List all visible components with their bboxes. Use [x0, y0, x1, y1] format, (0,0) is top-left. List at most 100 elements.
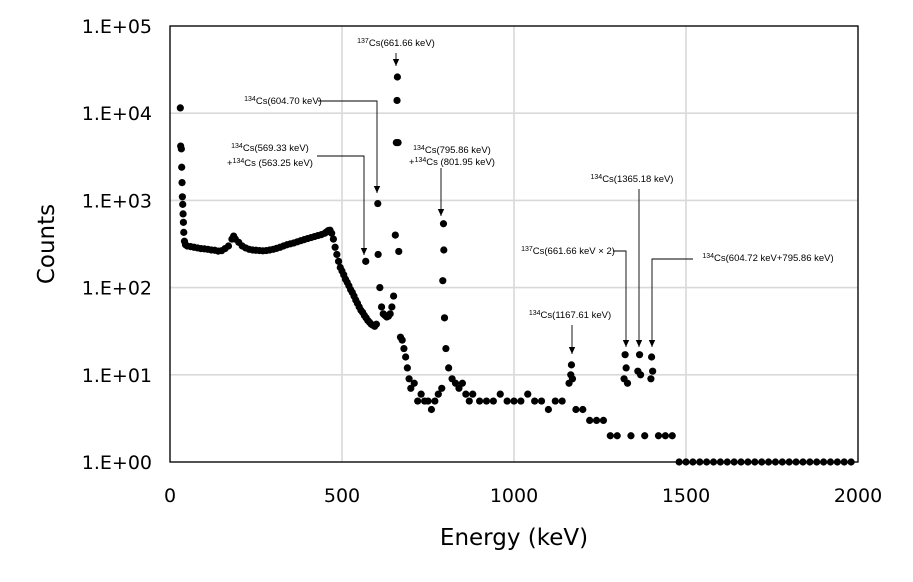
data-point: [178, 193, 186, 201]
data-point: [703, 458, 711, 466]
data-point: [648, 353, 656, 361]
data-point: [398, 336, 406, 344]
data-point: [434, 390, 442, 398]
data-point: [606, 432, 614, 440]
data-point: [730, 458, 738, 466]
data-point: [647, 375, 655, 383]
data-point: [510, 397, 518, 405]
annotation-label: +134Cs (801.95 keV): [409, 157, 495, 169]
data-point: [180, 228, 188, 236]
data-point: [393, 96, 401, 105]
annotation-label: 137Cs(661.66 keV): [357, 38, 435, 50]
data-point: [328, 229, 336, 237]
annotation-arrowhead: [622, 340, 630, 347]
data-point: [833, 458, 841, 466]
y-tick-label: 1.E+04: [82, 103, 152, 125]
y-axis-title: Counts: [34, 204, 60, 284]
y-tick-label: 1.E+00: [82, 452, 152, 474]
data-point: [455, 384, 463, 392]
data-point: [400, 344, 408, 353]
data-point: [334, 257, 343, 265]
data-point: [395, 247, 403, 256]
data-point: [386, 310, 394, 318]
data-point: [482, 397, 491, 405]
annotation-label: 134Cs(604.70 keV): [244, 96, 322, 108]
data-point: [431, 397, 439, 405]
x-tick-label: 500: [324, 485, 360, 507]
data-point: [537, 397, 546, 405]
y-tick-label: 1.E+01: [82, 365, 152, 387]
data-point: [627, 432, 635, 440]
x-tick-label: 1500: [662, 485, 710, 507]
data-point: [709, 458, 718, 466]
plot-frame: [169, 25, 859, 463]
data-point: [465, 397, 473, 405]
data-point: [394, 139, 402, 147]
data-point: [376, 284, 384, 292]
data-point: [586, 416, 594, 424]
data-point: [476, 397, 484, 405]
data-point: [592, 416, 601, 424]
data-point: [567, 361, 576, 369]
data-point: [469, 390, 477, 398]
data-point: [622, 364, 630, 372]
data-point: [613, 432, 621, 440]
annotation-arrowhead: [360, 248, 368, 255]
annotation-label: +134Cs (563.25 keV): [227, 158, 313, 170]
data-point: [439, 220, 448, 228]
data-point: [496, 390, 504, 398]
data-point: [621, 351, 629, 359]
data-point: [414, 397, 422, 405]
data-point: [723, 458, 731, 466]
data-point: [224, 242, 233, 250]
data-point: [668, 432, 676, 440]
annotation-arrowhead: [373, 186, 381, 193]
data-point: [758, 458, 766, 466]
data-point: [682, 458, 690, 466]
annotation-label: 134Cs(604.72 keV+795.86 keV): [702, 253, 833, 265]
x-tick-labels: 0 500 1000 1500 2000: [164, 485, 882, 507]
data-point: [417, 390, 425, 398]
annotation-leader: [651, 258, 693, 347]
data-point: [372, 320, 380, 328]
data-point: [407, 384, 415, 392]
data-point: [442, 344, 450, 353]
data-point: [696, 458, 704, 466]
data-point: [333, 250, 341, 259]
data-point: [751, 458, 759, 466]
data-point: [329, 235, 337, 243]
annotation-arrowhead: [568, 347, 576, 354]
x-tick-label: 1000: [490, 485, 538, 507]
data-point: [661, 432, 669, 440]
annotation-leader: [613, 250, 627, 347]
data-point: [440, 246, 448, 254]
data-point: [438, 384, 446, 392]
data-point: [424, 397, 432, 405]
data-point: [675, 458, 683, 466]
data-point: [377, 303, 386, 311]
data-point: [524, 390, 532, 398]
data-point: [362, 257, 370, 265]
data-point: [331, 243, 339, 251]
annotation-leader: [317, 155, 365, 255]
y-tick-labels: 1.E+00 1.E+01 1.E+02 1.E+03 1.E+04 1.E+05: [82, 16, 152, 474]
data-point: [503, 397, 511, 405]
data-point: [641, 432, 649, 440]
data-point: [579, 405, 587, 414]
data-point: [635, 351, 644, 359]
data-point: [654, 432, 663, 440]
data-point: [847, 458, 855, 466]
data-point: [390, 292, 398, 300]
annotation-label: 134Cs(1167.61 keV): [529, 310, 611, 322]
data-point: [799, 458, 807, 466]
annotation-arrowhead: [392, 59, 400, 66]
annotation-arrowhead: [648, 340, 656, 347]
data-point: [551, 397, 559, 405]
data-point: [427, 405, 436, 414]
data-point: [544, 405, 553, 414]
data-point: [391, 231, 399, 239]
data-point: [393, 73, 401, 81]
data-point: [826, 458, 835, 466]
annotation-arrowhead: [635, 340, 643, 347]
